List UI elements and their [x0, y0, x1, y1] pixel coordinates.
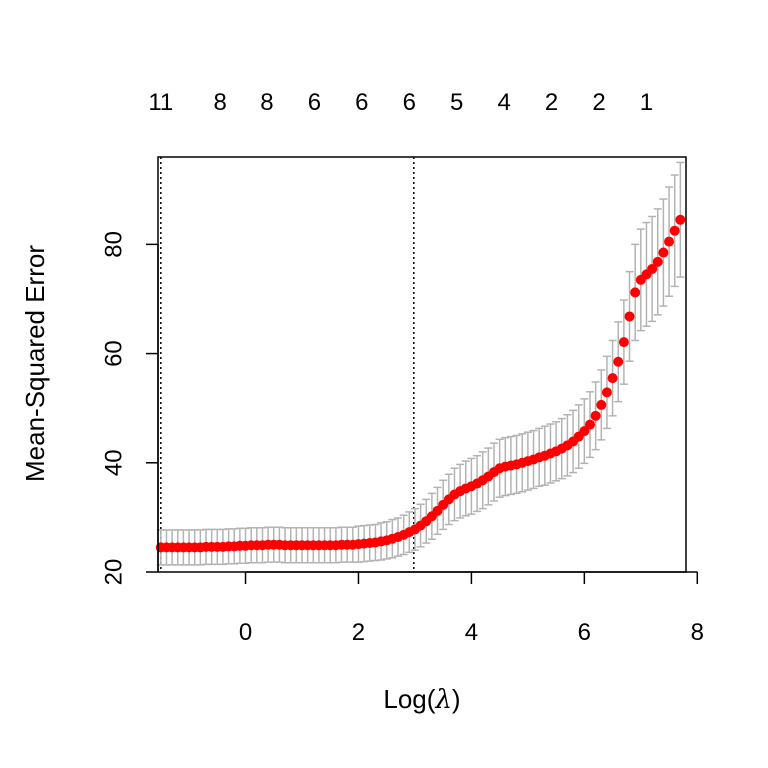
y-tick-label: 40 [100, 449, 127, 476]
top-axis-label: 11 [148, 89, 173, 116]
x-tick-label: 0 [239, 619, 252, 646]
top-axis-label: 2 [592, 89, 605, 116]
y-tick-label: 20 [100, 559, 127, 586]
y-axis-label: Mean-Squared Error [20, 245, 50, 482]
data-point [585, 419, 595, 430]
x-axis: 0 2 4 6 8 [239, 571, 704, 646]
data-point [613, 356, 624, 367]
data-point [624, 311, 635, 322]
y-axis: 20 40 60 80 [100, 231, 159, 586]
data-point [675, 214, 686, 225]
reference-lines [160, 157, 415, 572]
top-axis-label: 1 [640, 89, 653, 116]
data-point [596, 399, 607, 410]
top-axis-label: 6 [355, 89, 368, 116]
data-point [669, 225, 680, 236]
data-point [579, 426, 590, 437]
data-point [664, 236, 675, 247]
data-point [647, 263, 658, 274]
x-tick-label: 6 [578, 619, 591, 646]
data-point [607, 373, 618, 384]
y-tick-label: 60 [100, 340, 127, 367]
data-point [658, 247, 669, 258]
x-axis-label: Log(λ) [383, 684, 460, 715]
top-axis-label: 6 [308, 89, 321, 116]
top-axis-label: 8 [260, 89, 273, 116]
data-point [652, 256, 663, 267]
top-axis-label: 2 [545, 89, 558, 116]
top-axis-label: 5 [450, 89, 463, 116]
data-point [601, 387, 612, 398]
top-axis-nonzero-counts: 11 8 8 6 6 6 5 4 2 2 1 [148, 89, 653, 116]
data-point [630, 287, 641, 298]
top-axis-label: 8 [213, 89, 226, 116]
x-tick-label: 2 [352, 619, 365, 646]
x-tick-label: 8 [691, 619, 704, 646]
data-point [590, 410, 601, 421]
top-axis-label: 4 [497, 89, 510, 116]
top-axis-label: 6 [403, 89, 416, 116]
data-point [618, 337, 629, 348]
data-points [155, 214, 686, 553]
y-tick-label: 80 [100, 231, 127, 258]
x-tick-label: 4 [465, 619, 478, 646]
